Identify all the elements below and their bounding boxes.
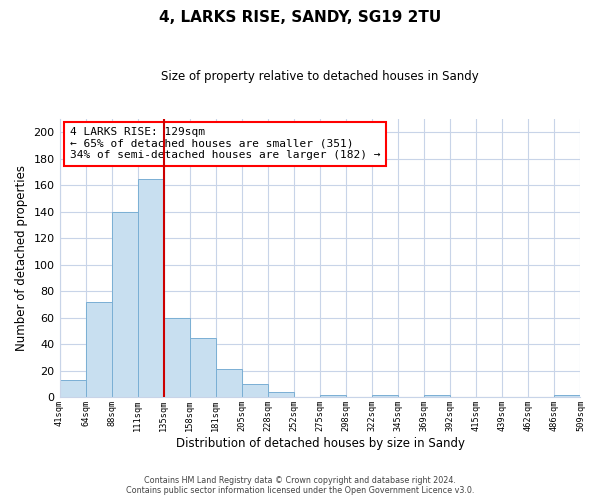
Bar bbox=[268, 392, 294, 397]
Y-axis label: Number of detached properties: Number of detached properties bbox=[15, 165, 28, 351]
Title: Size of property relative to detached houses in Sandy: Size of property relative to detached ho… bbox=[161, 70, 479, 83]
Bar bbox=[59, 380, 86, 397]
Bar bbox=[86, 302, 112, 397]
Bar bbox=[424, 394, 450, 397]
Bar bbox=[554, 394, 581, 397]
Text: 4 LARKS RISE: 129sqm
← 65% of detached houses are smaller (351)
34% of semi-deta: 4 LARKS RISE: 129sqm ← 65% of detached h… bbox=[70, 127, 380, 160]
Bar bbox=[372, 394, 398, 397]
Bar bbox=[320, 394, 346, 397]
Bar bbox=[190, 338, 216, 397]
Bar bbox=[216, 370, 242, 397]
Text: 4, LARKS RISE, SANDY, SG19 2TU: 4, LARKS RISE, SANDY, SG19 2TU bbox=[159, 10, 441, 25]
Bar bbox=[164, 318, 190, 397]
Bar bbox=[137, 178, 164, 397]
X-axis label: Distribution of detached houses by size in Sandy: Distribution of detached houses by size … bbox=[176, 437, 464, 450]
Bar bbox=[242, 384, 268, 397]
Bar bbox=[112, 212, 137, 397]
Text: Contains HM Land Registry data © Crown copyright and database right 2024.
Contai: Contains HM Land Registry data © Crown c… bbox=[126, 476, 474, 495]
